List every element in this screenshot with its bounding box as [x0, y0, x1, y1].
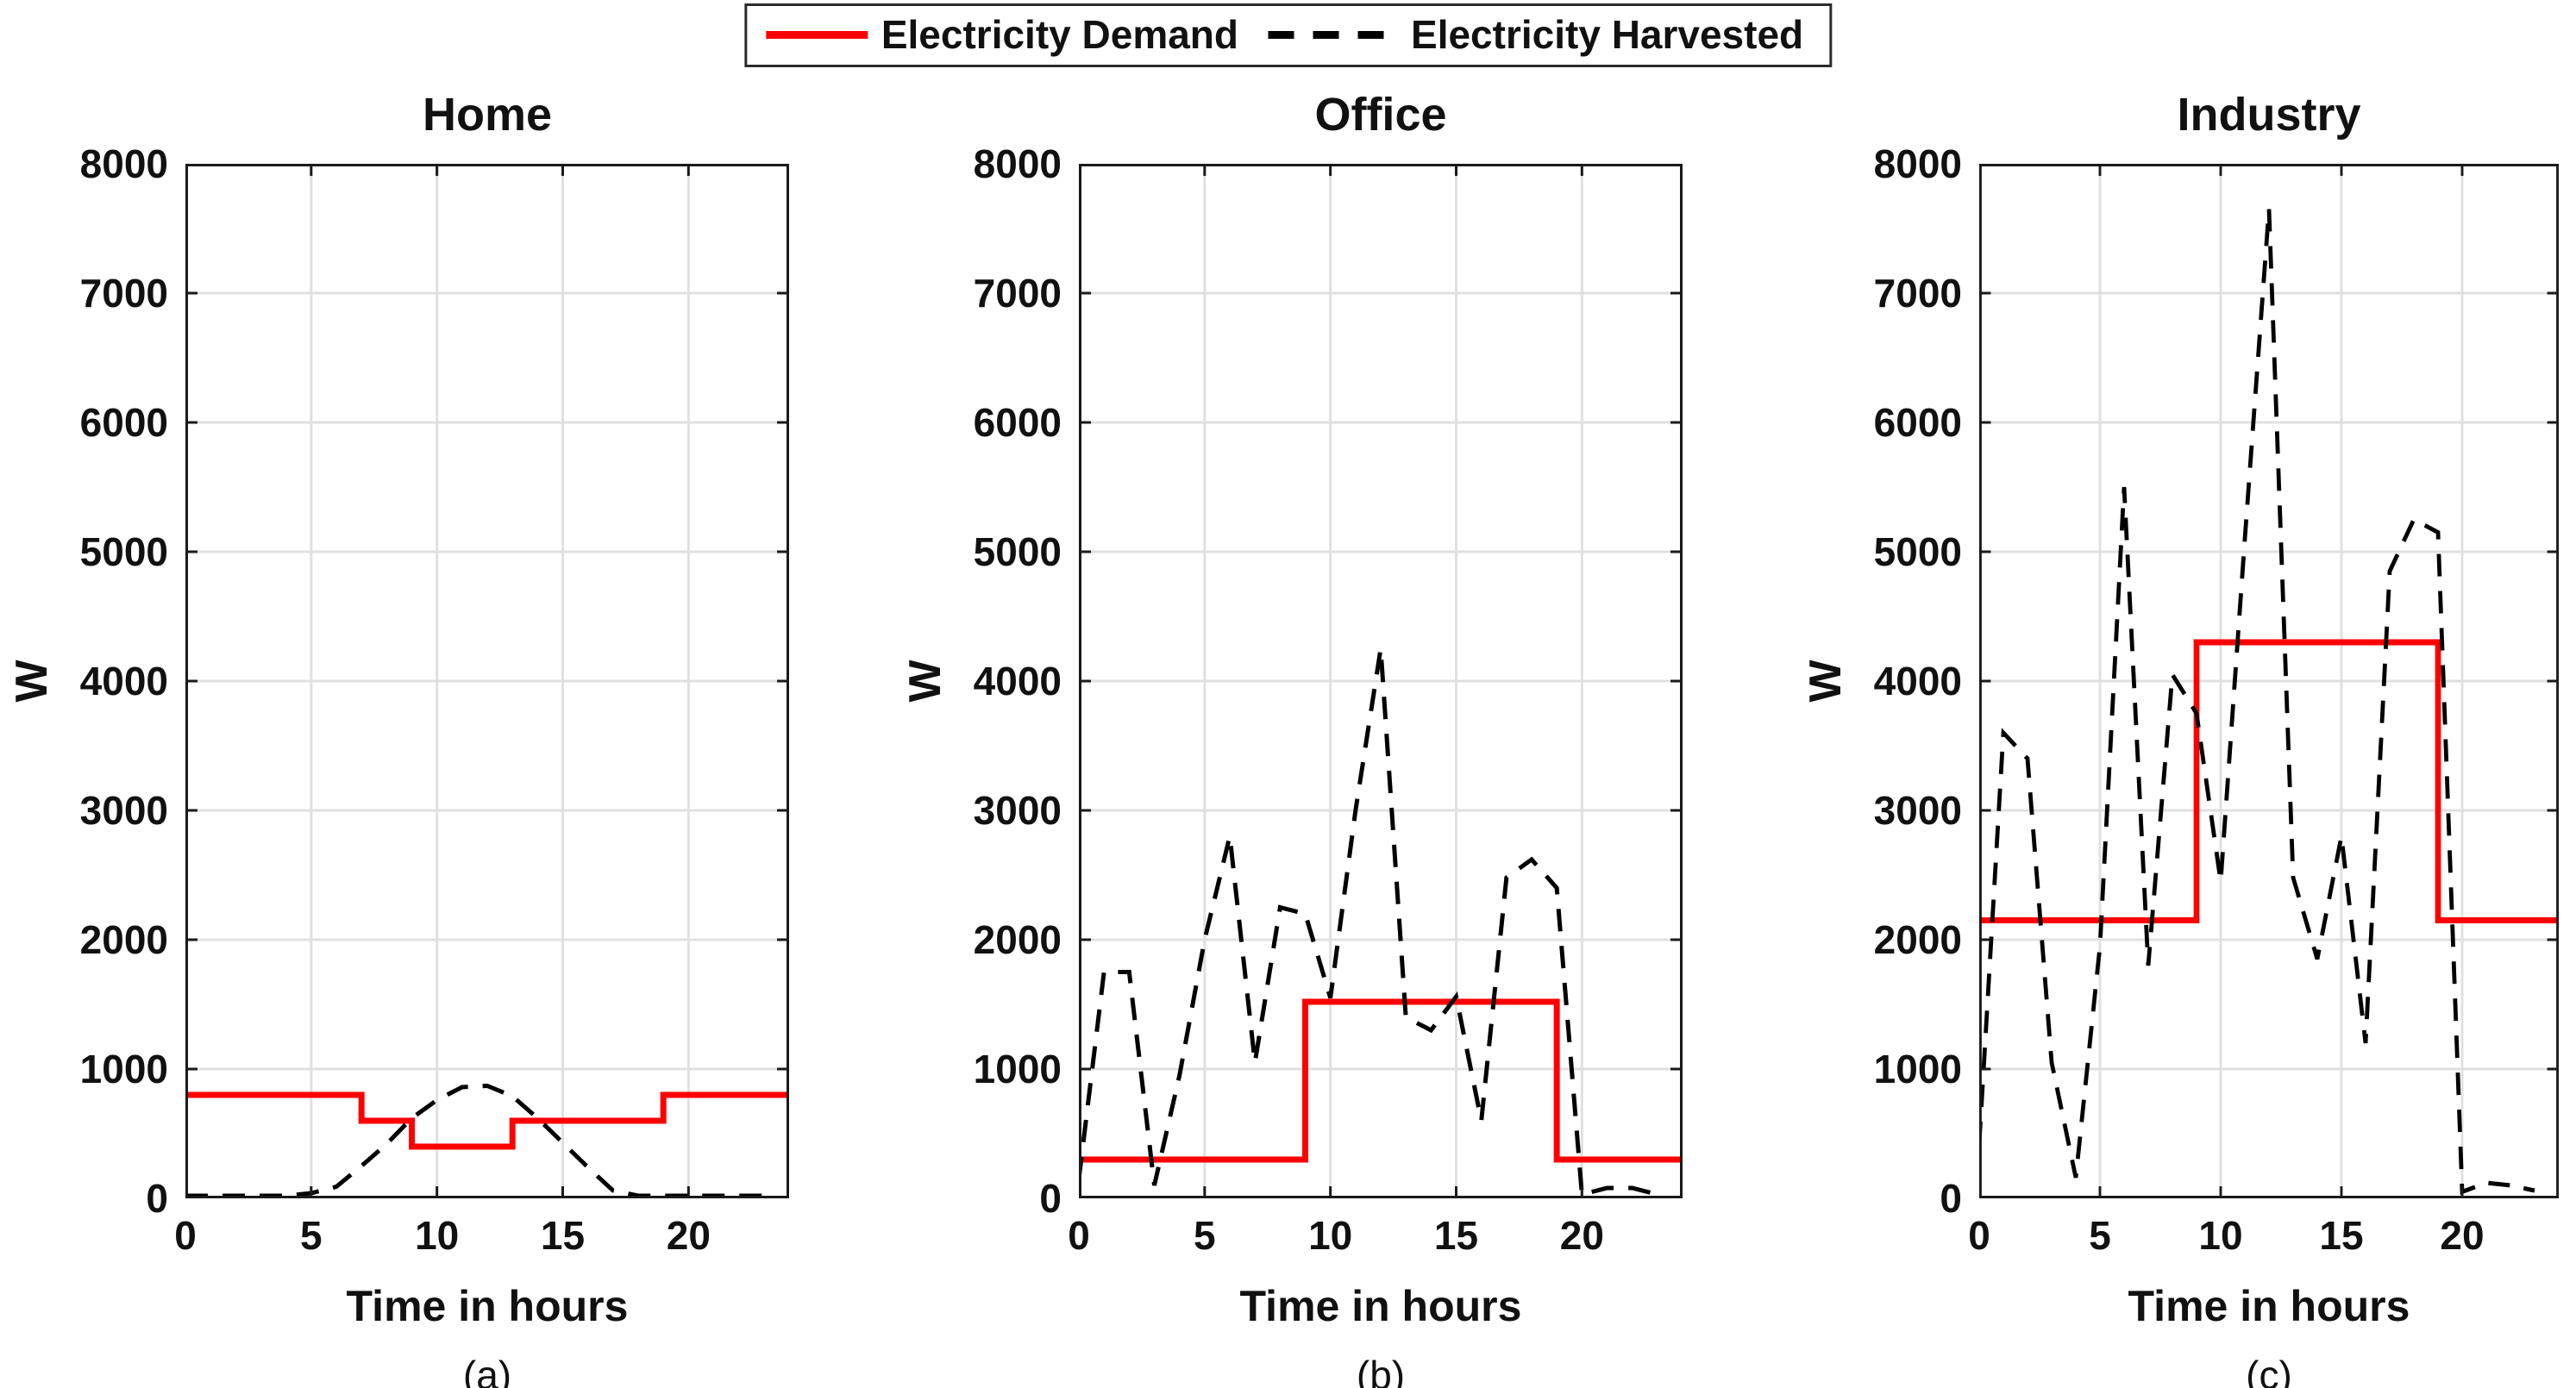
x-tick-label: 0	[174, 1213, 197, 1258]
x-tick-label: 0	[1068, 1213, 1090, 1258]
subplot-office: Office W 0 1000 2000 3000 4000 5000 6000 7000 80…	[900, 89, 1683, 1388]
x-tick-labels: 0 5 10 15 20	[174, 1198, 789, 1259]
y-tick-label: 2000	[1873, 917, 1962, 962]
y-tick-label: 4000	[1873, 659, 1962, 703]
x-tick-label: 0	[1968, 1213, 1990, 1258]
y-tick-label: 3000	[1873, 788, 1962, 833]
y-tick-label: 6000	[973, 400, 1062, 445]
axes-box	[1079, 164, 1683, 1198]
subplot-title: Office	[1314, 89, 1447, 141]
legend-item-demand: Electricity Demand	[765, 11, 1239, 58]
series-harvested	[1979, 209, 2535, 1196]
subplot-title: Home	[422, 89, 553, 141]
x-axis-label: Time in hours	[1239, 1282, 1522, 1330]
series-harvested	[185, 1083, 764, 1198]
plot-area-office	[1079, 164, 1683, 1198]
y-tick-label: 7000	[973, 271, 1062, 316]
y-tick-label: 7000	[79, 271, 168, 316]
y-tick-labels: 0 1000 2000 3000 4000 5000 6000 7000 8000	[1833, 141, 1962, 1221]
series-demand	[185, 1091, 789, 1150]
y-tick-label: 1000	[1873, 1047, 1962, 1091]
plot-area-home	[185, 164, 789, 1198]
x-tick-label: 10	[1308, 1213, 1353, 1258]
y-tick-labels: 0 1000 2000 3000 4000 5000 6000 7000 8000	[39, 141, 168, 1221]
y-tick-label: 4000	[79, 659, 168, 703]
subplot-industry: Industry W 0 1000 2000 3000 4000 5000 6000 7000…	[1801, 89, 2559, 1388]
legend-item-harvested: Electricity Harvested	[1268, 11, 1803, 58]
y-tick-label: 0	[1039, 1176, 1062, 1221]
y-tick-label: 0	[1940, 1176, 1962, 1221]
x-tick-label: 10	[415, 1213, 460, 1258]
x-tick-labels: 0 5 10 15 20	[1968, 1198, 2559, 1259]
plot-area-industry	[1979, 164, 2559, 1198]
subplot-letter: (b)	[1356, 1353, 1406, 1388]
axes-box	[185, 164, 789, 1198]
y-tick-label: 3000	[973, 788, 1062, 833]
legend-dashed-line-icon	[1268, 30, 1398, 39]
y-tick-label: 5000	[1873, 529, 1962, 574]
series-harvested	[1079, 648, 1658, 1197]
x-tick-label: 15	[540, 1213, 586, 1258]
subplot-letter: (c)	[2246, 1353, 2292, 1388]
y-tick-label: 2000	[79, 917, 168, 962]
y-tick-label: 7000	[1873, 271, 1962, 316]
x-tick-label: 20	[1559, 1213, 1604, 1258]
y-tick-label: 1000	[973, 1047, 1062, 1091]
legend: Electricity Demand Electricity Harvested	[743, 3, 1833, 67]
legend-solid-line-icon	[765, 30, 868, 39]
y-tick-label: 0	[146, 1176, 168, 1221]
y-tick-label: 8000	[1873, 141, 1962, 186]
y-tick-label: 8000	[79, 141, 168, 186]
y-tick-label: 5000	[973, 529, 1062, 574]
subplot-title: Industry	[2177, 89, 2361, 141]
y-tick-label: 3000	[79, 788, 168, 833]
y-tick-labels: 0 1000 2000 3000 4000 5000 6000 7000 8000	[932, 141, 1062, 1221]
x-tick-label: 15	[2319, 1213, 2364, 1258]
y-tick-label: 1000	[79, 1047, 168, 1091]
series-demand	[1079, 998, 1683, 1163]
y-tick-label: 6000	[79, 400, 168, 445]
x-tick-label: 5	[2089, 1213, 2111, 1258]
x-tick-label: 15	[1433, 1213, 1479, 1258]
axes-box	[1979, 164, 2559, 1198]
y-tick-label: 5000	[79, 529, 168, 574]
y-tick-label: 6000	[1873, 400, 1962, 445]
series-demand	[1979, 639, 2559, 923]
x-axis-label: Time in hours	[2128, 1282, 2410, 1330]
x-tick-label: 20	[666, 1213, 711, 1258]
legend-label-demand: Electricity Demand	[881, 12, 1239, 57]
x-tick-labels: 0 5 10 15 20	[1068, 1198, 1683, 1259]
x-tick-label: 5	[300, 1213, 323, 1258]
subplot-home: Home W 0 1000 2000 3000 4000 5000 6000 7000 8000…	[7, 89, 789, 1388]
x-axis-label: Time in hours	[346, 1282, 629, 1330]
y-tick-label: 2000	[973, 917, 1062, 962]
y-tick-label: 8000	[973, 141, 1062, 186]
subplot-letter: (a)	[462, 1353, 512, 1388]
y-tick-label: 4000	[973, 659, 1062, 703]
legend-label-harvested: Electricity Harvested	[1411, 12, 1804, 57]
x-tick-label: 5	[1194, 1213, 1216, 1258]
x-tick-label: 20	[2440, 1213, 2485, 1258]
x-tick-label: 10	[2198, 1213, 2243, 1258]
